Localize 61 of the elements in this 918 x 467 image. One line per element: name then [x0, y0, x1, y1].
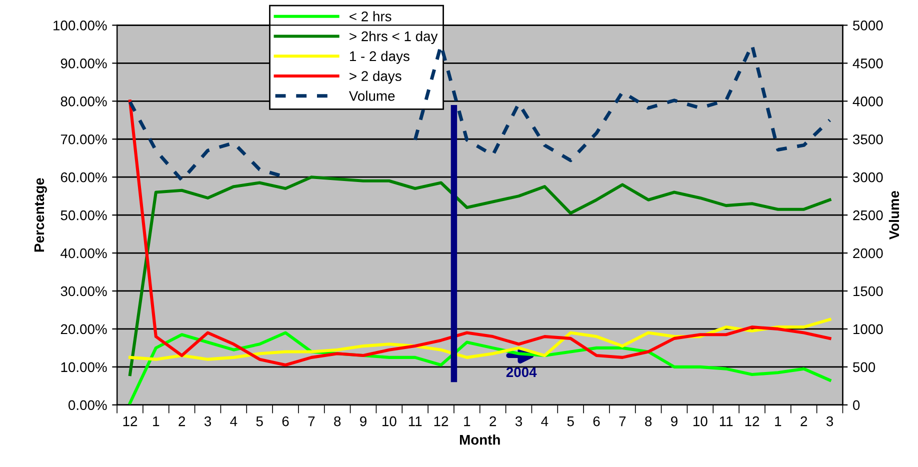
x-tick-label: 4: [230, 416, 238, 426]
x-tick-label: 2: [800, 416, 808, 426]
x-tick-label: 10: [382, 416, 396, 426]
y2-axis-title: Volume: [888, 190, 900, 240]
x-tick-label: 9: [360, 416, 366, 426]
x-tick-label: 9: [671, 416, 678, 426]
x-tick-label: 8: [334, 416, 341, 426]
x-tick-label: 12: [434, 416, 448, 426]
y2-tick-label: 2500: [853, 210, 883, 220]
y-tick-label: 50.00%: [60, 210, 107, 220]
x-tick-label: 7: [308, 416, 315, 426]
y2-tick-label: 4500: [852, 58, 883, 68]
x-tick-label: 5: [567, 416, 574, 426]
x-tick-label: 10: [694, 416, 708, 426]
x-tick-label: 5: [256, 416, 263, 426]
y-tick-label: 20.00%: [60, 324, 107, 334]
legend-label: > 2 days: [350, 70, 402, 84]
x-tick-label: 1: [775, 416, 782, 426]
x-tick-label: 3: [515, 416, 522, 426]
x-tick-label: 3: [826, 416, 834, 426]
y2-tick-label: 3500: [852, 134, 883, 144]
x-tick-label: 1: [153, 416, 160, 426]
y-tick-label: 70.00%: [60, 134, 107, 144]
legend-label: > 2hrs < 1 day: [350, 31, 438, 44]
y-tick-label: 90.00%: [60, 58, 107, 68]
y-tick-label: 30.00%: [60, 286, 107, 296]
legend-label: < 2 hrs: [350, 11, 392, 22]
legend-label: Volume: [348, 90, 395, 101]
y-tick-label: 100.00%: [54, 20, 107, 30]
legend-label: 1 - 2 days: [350, 50, 410, 64]
x-tick-label: 6: [282, 416, 289, 426]
x-tick-label: 11: [408, 416, 422, 426]
annotation: 2004: [506, 367, 537, 378]
y-tick-label: 10.00%: [61, 362, 107, 372]
y2-tick-label: 3000: [852, 172, 883, 182]
y2-tick-label: 1500: [854, 286, 883, 296]
y2-tick-label: 2000: [853, 248, 883, 258]
x-axis-title: Month: [460, 434, 500, 445]
line-series: [128, 176, 832, 376]
y-tick-label: 0.00%: [68, 400, 107, 410]
y2-tick-label: 1000: [854, 324, 883, 334]
x-tick-label: 11: [720, 416, 733, 426]
x-tick-label: 6: [593, 416, 600, 426]
x-tick-label: 8: [645, 416, 652, 426]
y-tick-label: 80.00%: [60, 96, 107, 106]
y2-tick-label: 0: [852, 400, 860, 410]
y-tick-label: 60.00%: [60, 172, 107, 182]
x-tick-label: 3: [204, 416, 212, 426]
x-tick-label: 7: [619, 416, 626, 426]
y-axis-title: Percentage: [34, 178, 47, 252]
y2-tick-label: 4000: [852, 96, 883, 106]
x-tick-label: 4: [541, 416, 548, 426]
y2-tick-label: 500: [853, 362, 876, 372]
x-tick-label: 2: [490, 416, 496, 426]
x-tick-label: 2: [178, 416, 186, 426]
x-tick-label: 1: [464, 416, 470, 426]
y2-tick-label: 5000: [853, 20, 883, 30]
y-tick-label: 40.00%: [60, 248, 107, 258]
x-tick-label: 12: [123, 416, 138, 426]
line-series: [128, 100, 832, 367]
x-tick-label: 12: [745, 416, 760, 426]
